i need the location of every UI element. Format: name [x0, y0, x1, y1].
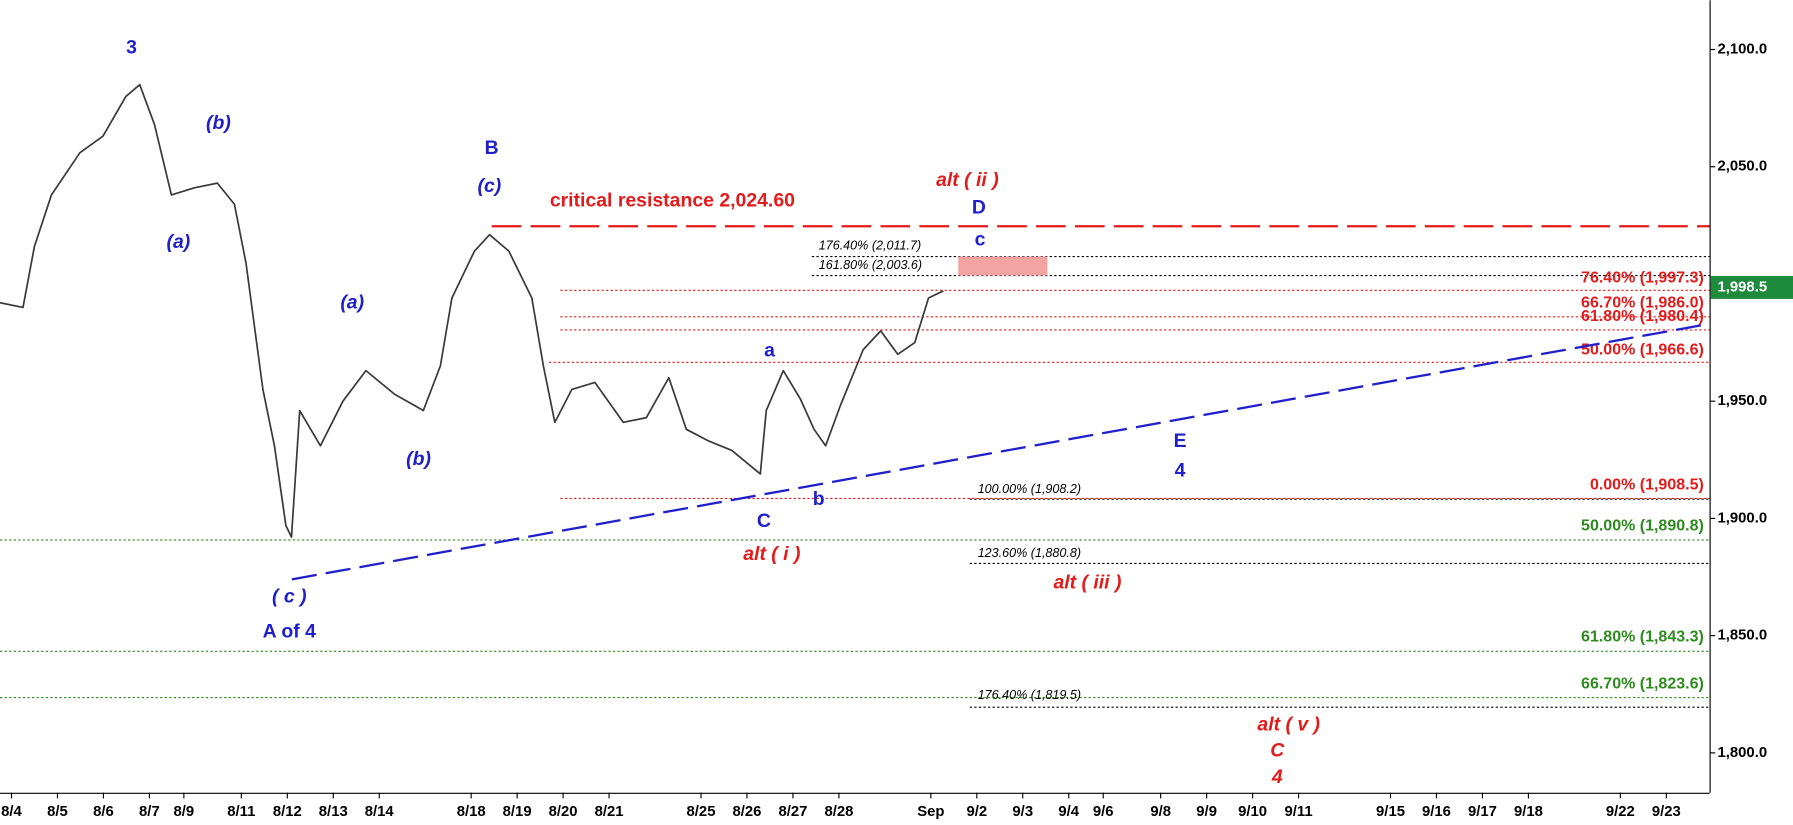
x-tick-label: 9/2 — [966, 804, 987, 820]
level-label: 100.00% (1,908.2) — [978, 482, 1081, 496]
wave-label: 4 — [1175, 460, 1186, 482]
wave-label: b — [813, 488, 825, 510]
x-tick-label: 8/9 — [174, 804, 195, 820]
wave-label: 3 — [126, 36, 137, 58]
level-label: 123.60% (1,880.8) — [978, 546, 1081, 560]
level-label: 176.40% (1,819.5) — [978, 688, 1081, 702]
x-tick-label: 9/16 — [1422, 804, 1451, 820]
last-price-label: 1,998.5 — [1718, 279, 1768, 295]
x-tick-label: 8/11 — [227, 804, 255, 820]
x-tick-label: 9/8 — [1150, 804, 1171, 820]
level-label: 176.40% (2,011.7) — [819, 238, 921, 252]
x-tick-label: 8/28 — [824, 804, 853, 820]
wave-label: D — [972, 197, 986, 219]
wave-label: (b) — [406, 448, 431, 470]
level-label: 50.00% (1,966.6) — [1581, 341, 1704, 358]
wave-label: alt ( iii ) — [1053, 572, 1121, 594]
x-tick-label: 8/20 — [549, 804, 578, 820]
last-price-box — [1710, 276, 1793, 299]
wave-label: alt ( i ) — [743, 543, 800, 565]
wave-label: (c) — [478, 175, 502, 197]
wave-label: alt ( v ) — [1257, 713, 1320, 735]
y-tick-label: 2,050.0 — [1718, 159, 1768, 175]
x-tick-label: 9/3 — [1012, 804, 1033, 820]
x-tick-label: 8/25 — [687, 804, 716, 820]
x-tick-label: Sep — [917, 804, 944, 820]
x-tick-label: 9/17 — [1468, 804, 1497, 820]
y-tick-label: 1,950.0 — [1718, 393, 1768, 409]
target-zone — [958, 256, 1048, 276]
level-label: 61.80% (1,843.3) — [1581, 628, 1704, 645]
wave-label: 4 — [1271, 766, 1283, 788]
x-tick-label: 8/21 — [595, 804, 624, 820]
x-tick-label: 9/9 — [1196, 804, 1217, 820]
wave-label: alt ( ii ) — [936, 169, 999, 191]
x-tick-label: 8/18 — [457, 804, 486, 820]
wave-label: c — [975, 229, 986, 251]
x-tick-label: 8/5 — [47, 804, 68, 820]
level-label: 66.70% (1,823.6) — [1581, 675, 1704, 692]
y-tick-label: 2,100.0 — [1718, 41, 1768, 57]
x-tick-label: 8/12 — [273, 804, 302, 820]
level-label: 66.70% (1,986.0) — [1581, 295, 1704, 312]
x-tick-label: 8/13 — [319, 804, 348, 820]
x-tick-label: 9/22 — [1606, 804, 1635, 820]
y-tick-label: 1,900.0 — [1718, 510, 1768, 526]
x-tick-label: 8/7 — [139, 804, 160, 820]
wave-label: (a) — [340, 291, 364, 313]
level-label: 61.80% (1,980.4) — [1581, 308, 1704, 325]
x-tick-label: 9/23 — [1652, 804, 1681, 820]
x-tick-label: 8/27 — [778, 804, 807, 820]
x-tick-label: 8/14 — [365, 804, 395, 820]
wave-label: B — [485, 137, 499, 159]
wave-label: C — [757, 510, 771, 532]
wave-label: A of 4 — [263, 621, 316, 643]
y-tick-label: 1,800.0 — [1718, 745, 1768, 761]
wave-label: (b) — [206, 112, 231, 134]
x-tick-label: 8/4 — [1, 804, 22, 820]
level-label: 76.40% (1,997.3) — [1581, 269, 1704, 286]
x-tick-label: 9/15 — [1376, 804, 1405, 820]
level-label: 50.00% (1,890.8) — [1581, 517, 1704, 534]
x-tick-label: 9/18 — [1514, 804, 1543, 820]
x-tick-label: 9/4 — [1058, 804, 1079, 820]
x-tick-label: 8/6 — [93, 804, 114, 820]
wave-label: ( c ) — [272, 585, 307, 607]
level-label: 0.00% (1,908.5) — [1590, 476, 1704, 493]
x-tick-label: 8/19 — [503, 804, 532, 820]
level-label: 161.80% (2,003.6) — [819, 258, 922, 272]
wave-label: a — [764, 339, 775, 361]
wave-label: (a) — [167, 231, 191, 253]
level-label: critical resistance 2,024.60 — [550, 190, 795, 212]
price-line — [0, 83, 944, 538]
x-tick-label: 9/10 — [1238, 804, 1267, 820]
x-tick-label: 8/26 — [733, 804, 762, 820]
x-tick-label: 9/11 — [1285, 804, 1313, 820]
x-tick-label: 9/6 — [1093, 804, 1114, 820]
wave-label: C — [1270, 740, 1285, 762]
wave-label: E — [1174, 430, 1187, 452]
y-tick-label: 1,850.0 — [1718, 628, 1768, 644]
